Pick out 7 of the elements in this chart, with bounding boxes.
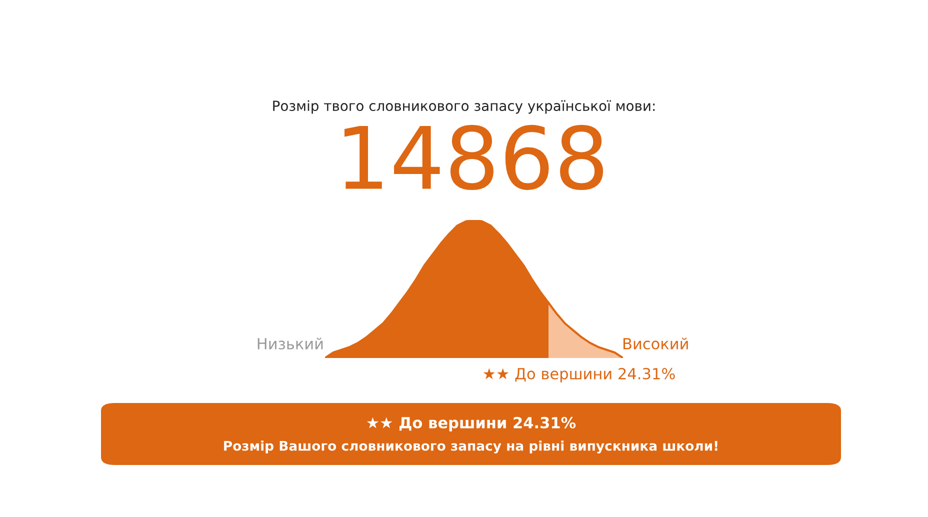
- annotation: Високий: [624, 338, 688, 350]
- annotation: Низький: [258, 338, 323, 350]
- text: ★★ До вершини 24.31%: [483, 368, 675, 382]
- chart-title: Розмір твого словникового запасу української мови:: [273, 100, 655, 114]
- text: 14868: [344, 124, 604, 190]
- text: ★★ До вершини 24.31%: [366, 416, 576, 432]
- text: Розмір Вашого словникового запасу на рівні випускника школи!: [224, 440, 718, 454]
